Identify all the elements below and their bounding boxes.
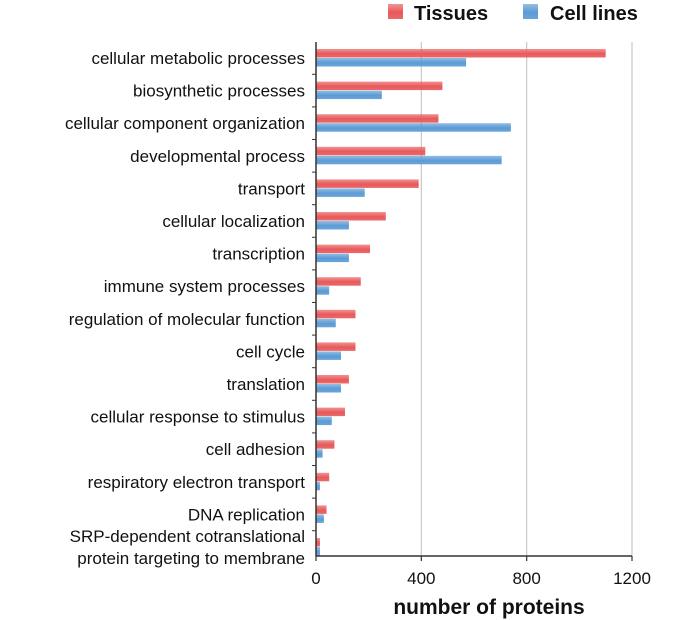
category-label: cellular component organization (65, 114, 305, 133)
category-label: translation (227, 375, 305, 394)
bar-cell-lines (316, 351, 342, 360)
gridlines (420, 42, 633, 556)
bar-tissues (316, 49, 606, 58)
category-labels: cellular metabolic processes biosynthetic… (65, 49, 305, 568)
x-tick-labels: 0 400 800 1200 (311, 569, 651, 588)
bar-cell-lines (316, 286, 330, 295)
legend-swatch-tissues (388, 4, 403, 19)
category-label: cell adhesion (206, 440, 305, 459)
bar-tissues (316, 375, 349, 384)
legend-label-tissues: Tissues (414, 3, 488, 25)
bar-cell-lines (316, 514, 324, 523)
bar-cell-lines (316, 123, 511, 132)
category-label: immune system processes (104, 277, 305, 296)
category-label: biosynthetic processes (133, 82, 305, 101)
bar-tissues (316, 309, 356, 319)
category-label: DNA replication (188, 505, 305, 524)
bar-cell-lines (316, 547, 320, 556)
category-label: regulation of molecular function (69, 310, 305, 329)
bar-tissues (316, 244, 370, 254)
bar-cell-lines (316, 155, 502, 165)
category-label: respiratory electron transport (88, 473, 306, 492)
bar-tissues (316, 277, 361, 286)
bar-cell-lines (316, 221, 349, 230)
axes (312, 42, 633, 561)
bar-cell-lines (316, 188, 365, 197)
bar-cell-lines (316, 384, 342, 393)
bar-tissues (316, 505, 327, 514)
bar-tissues (316, 538, 320, 547)
bar-cell-lines (316, 481, 320, 491)
category-label: SRP-dependent cotranslational (70, 527, 305, 546)
bar-tissues (316, 342, 356, 351)
category-label: cellular metabolic processes (91, 49, 305, 68)
bar-cell-lines (316, 318, 336, 328)
legend-swatch-cell-lines (523, 4, 538, 19)
bar-cell-lines (316, 253, 349, 263)
x-axis-title: number of proteins (393, 596, 584, 619)
bar-tissues (316, 81, 443, 91)
bar-tissues (316, 212, 386, 221)
bar-cell-lines (316, 58, 467, 67)
legend-label-cell-lines: Cell lines (550, 3, 638, 25)
bar-cell-lines (316, 90, 382, 100)
x-tick-label: 800 (512, 569, 540, 588)
bar-cell-lines (316, 449, 323, 458)
bar-tissues (316, 440, 335, 449)
bar-tissues (316, 114, 439, 123)
category-label: cell cycle (236, 342, 305, 361)
bar-cell-lines (316, 416, 332, 426)
category-label: developmental process (130, 147, 305, 166)
category-label: transport (238, 179, 305, 198)
legend: Tissues Cell lines (388, 3, 638, 25)
bar-tissues (316, 146, 426, 156)
x-tick-label: 0 (311, 569, 320, 588)
bar-tissues (316, 179, 419, 188)
x-tick-label: 1200 (613, 569, 651, 588)
category-label: transcription (212, 245, 305, 264)
bars (316, 49, 606, 556)
bar-tissues (316, 472, 330, 482)
x-tick-label: 400 (407, 569, 435, 588)
category-label: cellular response to stimulus (91, 408, 305, 427)
category-label: protein targeting to membrane (77, 549, 305, 568)
category-label: cellular localization (162, 212, 305, 231)
bar-tissues (316, 407, 345, 417)
